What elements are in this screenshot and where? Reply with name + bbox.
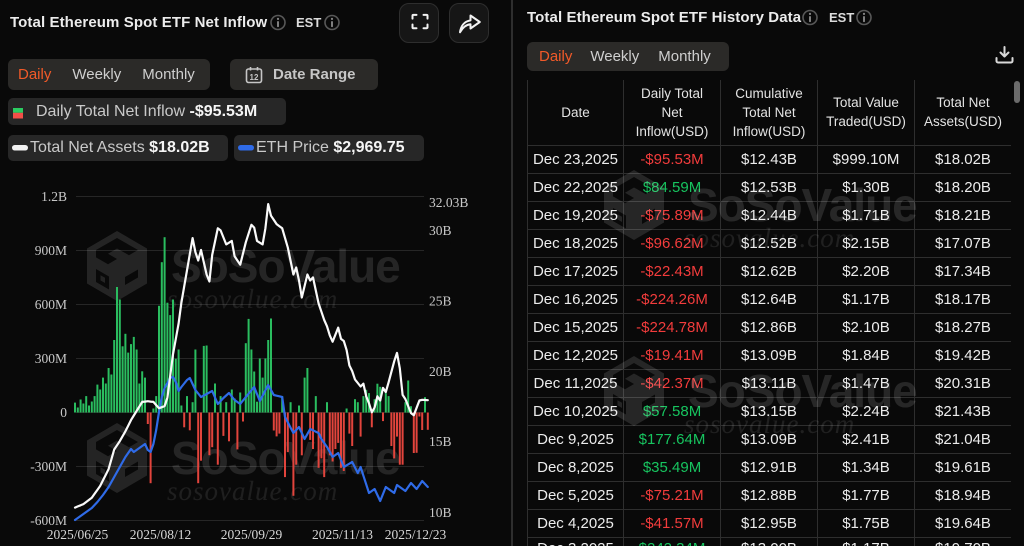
svg-text:12: 12 (250, 73, 259, 82)
svg-text:-300M: -300M (30, 459, 67, 474)
svg-text:1.2B: 1.2B (41, 189, 67, 204)
svg-text:2025/06/25: 2025/06/25 (47, 527, 109, 542)
svg-text:15B: 15B (429, 434, 452, 449)
svg-text:300M: 300M (35, 351, 67, 366)
svg-text:SoSoValue: SoSoValue (171, 240, 400, 292)
svg-text:600M: 600M (35, 297, 67, 312)
svg-text:-600M: -600M (30, 513, 67, 528)
svg-text:30B: 30B (429, 223, 452, 238)
svg-text:0: 0 (60, 405, 67, 420)
svg-text:10B: 10B (429, 505, 452, 520)
svg-text:32.03B: 32.03B (429, 195, 468, 210)
svg-text:sosovalue.com: sosovalue.com (167, 284, 338, 314)
svg-text:sosovalue.com: sosovalue.com (167, 476, 338, 506)
svg-text:25B: 25B (429, 294, 452, 309)
svg-text:2025/12/23: 2025/12/23 (385, 527, 447, 542)
svg-text:900M: 900M (35, 243, 67, 258)
svg-text:20B: 20B (429, 364, 452, 379)
svg-text:2025/11/13: 2025/11/13 (312, 527, 373, 542)
svg-text:2025/08/12: 2025/08/12 (130, 527, 192, 542)
svg-text:2025/09/29: 2025/09/29 (221, 527, 283, 542)
